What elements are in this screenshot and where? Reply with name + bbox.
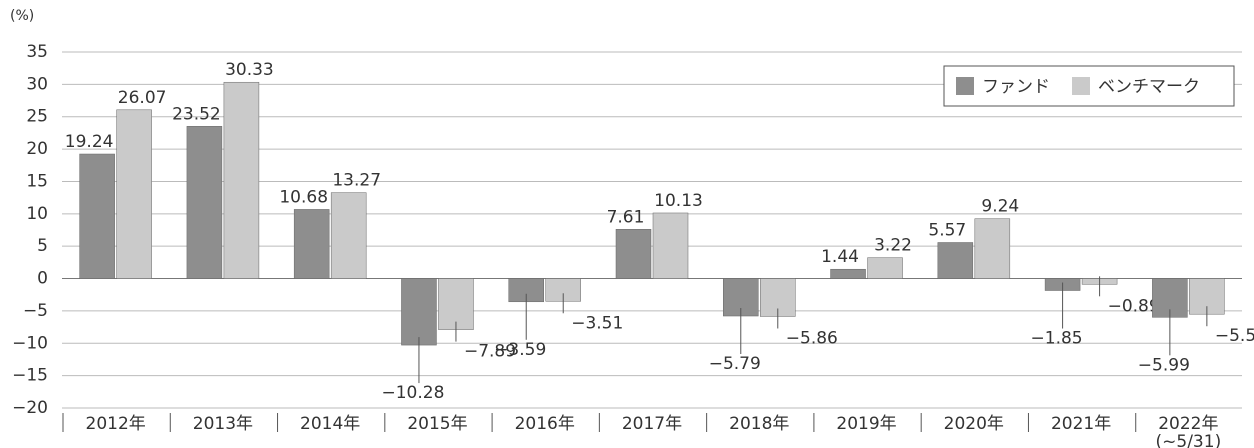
x-tick-label: 2015年 (407, 414, 467, 434)
legend-swatch (1072, 77, 1090, 95)
legend-label: ベンチマーク (1098, 77, 1200, 97)
data-label: −5.86 (786, 328, 838, 348)
y-tick-label: 15 (26, 171, 48, 191)
data-label: −0.89 (1108, 296, 1160, 316)
x-tick-label: 2019年 (836, 414, 896, 434)
y-tick-label: −5 (23, 301, 48, 321)
x-tick-label: 2021年 (1051, 414, 1111, 434)
bar (223, 81, 260, 279)
y-tick-label: −10 (12, 333, 48, 353)
y-tick-label: 25 (26, 107, 48, 127)
legend-swatch (956, 77, 974, 95)
data-label: 3.22 (874, 236, 912, 256)
data-label: −1.85 (1031, 329, 1083, 349)
y-tick-label: 5 (37, 236, 48, 256)
bar (330, 192, 367, 279)
x-tick-label: 2022年(~5/31) (1156, 414, 1222, 448)
data-label: 10.13 (654, 191, 703, 211)
y-tick-label: 10 (26, 204, 48, 224)
y-axis-label: (%) (10, 8, 34, 24)
x-tick-label: 2012年 (86, 414, 146, 434)
data-label: −5.99 (1138, 355, 1190, 375)
bar (652, 212, 689, 279)
bar (867, 257, 903, 279)
data-label: 7.61 (607, 207, 645, 227)
y-tick-label: 35 (26, 42, 48, 62)
data-label: −3.51 (571, 313, 623, 333)
x-tick-label: 2017年 (622, 414, 682, 434)
x-tick-label-line: (~5/31) (1156, 432, 1222, 448)
data-label: 23.52 (172, 104, 221, 124)
legend-label: ファンド (982, 77, 1050, 97)
x-tick-label: 2014年 (300, 414, 360, 434)
y-tick-label: −15 (12, 366, 48, 386)
x-tick-label: 2018年 (729, 414, 789, 434)
data-label: −10.28 (381, 383, 444, 403)
data-label: 1.44 (821, 247, 859, 267)
bar (293, 209, 330, 279)
x-tick-label: 2013年 (193, 414, 253, 434)
data-label: 5.57 (928, 220, 966, 240)
data-label: −3.59 (494, 340, 546, 360)
bar (186, 126, 223, 279)
bar (116, 109, 152, 279)
bar (974, 218, 1011, 279)
bar (79, 153, 115, 279)
x-tick-label: 2020年 (944, 414, 1004, 434)
data-label: 10.68 (279, 187, 328, 207)
data-label: 9.24 (981, 197, 1019, 217)
y-tick-label: 30 (26, 74, 48, 94)
bar (937, 242, 974, 279)
x-tick-label: 2016年 (515, 414, 575, 434)
data-label: −5.51 (1215, 326, 1254, 346)
y-tick-label: 0 (37, 269, 48, 289)
data-label: 30.33 (225, 60, 274, 80)
bar (1189, 278, 1225, 315)
data-label: −5.79 (709, 354, 761, 374)
x-tick-label-line: 2022年 (1158, 414, 1218, 434)
data-label: −7.89 (464, 342, 516, 362)
bar (401, 278, 437, 346)
y-tick-label: −20 (12, 398, 48, 418)
data-label: 13.27 (332, 171, 381, 191)
bar (615, 229, 652, 279)
bar (438, 278, 474, 330)
y-tick-label: 20 (26, 139, 48, 159)
data-label: 26.07 (118, 88, 167, 108)
bar (830, 268, 866, 279)
data-label: 19.24 (65, 132, 114, 152)
